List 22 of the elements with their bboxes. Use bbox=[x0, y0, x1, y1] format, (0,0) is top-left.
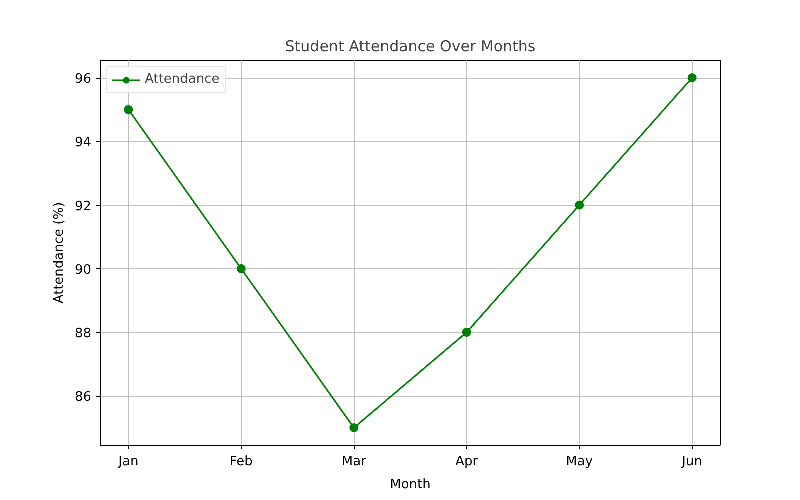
x-axis-title: Month bbox=[390, 478, 431, 492]
y-tick-label: 94 bbox=[74, 136, 92, 151]
y-tick-label: 90 bbox=[74, 262, 92, 278]
x-tick-label: Mar bbox=[342, 454, 368, 470]
x-tick-label: Feb bbox=[230, 454, 253, 470]
point bbox=[575, 200, 584, 210]
y-tick-label: 88 bbox=[74, 326, 92, 342]
y-tick-label: 86 bbox=[74, 390, 92, 406]
chart-title: Student Attendance Over Months bbox=[285, 38, 536, 56]
point bbox=[462, 328, 472, 338]
y-tick-label: 92 bbox=[74, 199, 92, 214]
point bbox=[350, 424, 359, 432]
x-tick-label: Jan bbox=[118, 454, 139, 470]
point bbox=[236, 264, 246, 274]
legend-label: Attendance bbox=[145, 72, 220, 87]
x-tick-label: Jun bbox=[681, 454, 702, 470]
y-tick-label: 96 bbox=[74, 72, 92, 87]
point bbox=[124, 105, 134, 114]
x-tick-label: Apr bbox=[456, 454, 479, 470]
y-axis-title: Attendance (%) bbox=[52, 202, 67, 304]
x-tick-label: May bbox=[566, 454, 594, 470]
point bbox=[688, 74, 697, 82]
